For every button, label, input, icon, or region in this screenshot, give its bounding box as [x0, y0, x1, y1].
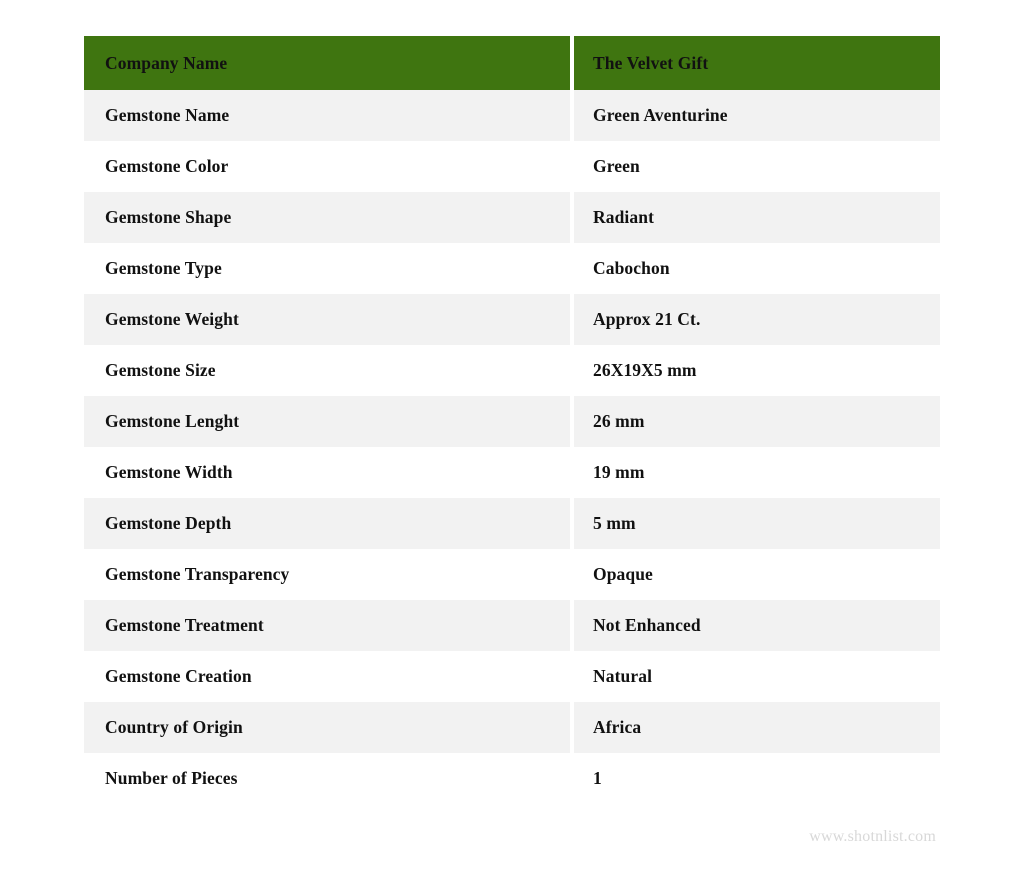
table-row: Number of Pieces 1 [84, 753, 940, 804]
column-gap [570, 753, 574, 804]
row-label-gemstone-creation: Gemstone Creation [84, 651, 570, 702]
column-gap [570, 702, 574, 753]
table-row: Gemstone Treatment Not Enhanced [84, 600, 940, 651]
table-header-row: Company Name The Velvet Gift [84, 36, 940, 90]
column-gap [570, 36, 574, 90]
row-label-gemstone-weight: Gemstone Weight [84, 294, 570, 345]
column-gap [570, 141, 574, 192]
row-value-gemstone-color: Green [574, 141, 940, 192]
row-label-country-of-origin: Country of Origin [84, 702, 570, 753]
gemstone-specification-table: Company Name The Velvet Gift Gemstone Na… [84, 36, 940, 804]
row-label-number-of-pieces: Number of Pieces [84, 753, 570, 804]
column-gap [570, 498, 574, 549]
table-row: Gemstone Lenght 26 mm [84, 396, 940, 447]
column-gap [570, 396, 574, 447]
row-value-gemstone-treatment: Not Enhanced [574, 600, 940, 651]
table-body: Company Name The Velvet Gift Gemstone Na… [84, 36, 940, 804]
table-row: Gemstone Type Cabochon [84, 243, 940, 294]
row-label-gemstone-type: Gemstone Type [84, 243, 570, 294]
row-value-gemstone-weight: Approx 21 Ct. [574, 294, 940, 345]
row-value-gemstone-type: Cabochon [574, 243, 940, 294]
row-label-gemstone-size: Gemstone Size [84, 345, 570, 396]
row-value-gemstone-depth: 5 mm [574, 498, 940, 549]
row-value-country-of-origin: Africa [574, 702, 940, 753]
column-gap [570, 294, 574, 345]
table-row: Gemstone Weight Approx 21 Ct. [84, 294, 940, 345]
column-gap [570, 192, 574, 243]
row-label-gemstone-width: Gemstone Width [84, 447, 570, 498]
row-value-gemstone-transparency: Opaque [574, 549, 940, 600]
table-row: Country of Origin Africa [84, 702, 940, 753]
column-gap [570, 600, 574, 651]
table-row: Gemstone Transparency Opaque [84, 549, 940, 600]
column-gap [570, 243, 574, 294]
table-row: Gemstone Size 26X19X5 mm [84, 345, 940, 396]
row-value-number-of-pieces: 1 [574, 753, 940, 804]
row-value-gemstone-width: 19 mm [574, 447, 940, 498]
row-label-gemstone-shape: Gemstone Shape [84, 192, 570, 243]
column-gap [570, 345, 574, 396]
table-row: Gemstone Width 19 mm [84, 447, 940, 498]
table-row: Gemstone Color Green [84, 141, 940, 192]
row-label-gemstone-depth: Gemstone Depth [84, 498, 570, 549]
row-label-gemstone-treatment: Gemstone Treatment [84, 600, 570, 651]
table-header-key-cell: Company Name [84, 36, 570, 90]
table-row: Gemstone Shape Radiant [84, 192, 940, 243]
column-gap [570, 90, 574, 141]
table-row: Gemstone Depth 5 mm [84, 498, 940, 549]
row-label-gemstone-name: Gemstone Name [84, 90, 570, 141]
row-value-gemstone-name: Green Aventurine [574, 90, 940, 141]
row-label-gemstone-color: Gemstone Color [84, 141, 570, 192]
row-value-gemstone-creation: Natural [574, 651, 940, 702]
row-label-gemstone-transparency: Gemstone Transparency [84, 549, 570, 600]
table-header-value-cell: The Velvet Gift [574, 36, 940, 90]
table-row: Gemstone Name Green Aventurine [84, 90, 940, 141]
table-row: Gemstone Creation Natural [84, 651, 940, 702]
row-value-gemstone-size: 26X19X5 mm [574, 345, 940, 396]
column-gap [570, 549, 574, 600]
column-gap [570, 447, 574, 498]
watermark-text: www.shotnlist.com [809, 828, 936, 845]
row-label-gemstone-lenght: Gemstone Lenght [84, 396, 570, 447]
column-gap [570, 651, 574, 702]
row-value-gemstone-shape: Radiant [574, 192, 940, 243]
row-value-gemstone-lenght: 26 mm [574, 396, 940, 447]
